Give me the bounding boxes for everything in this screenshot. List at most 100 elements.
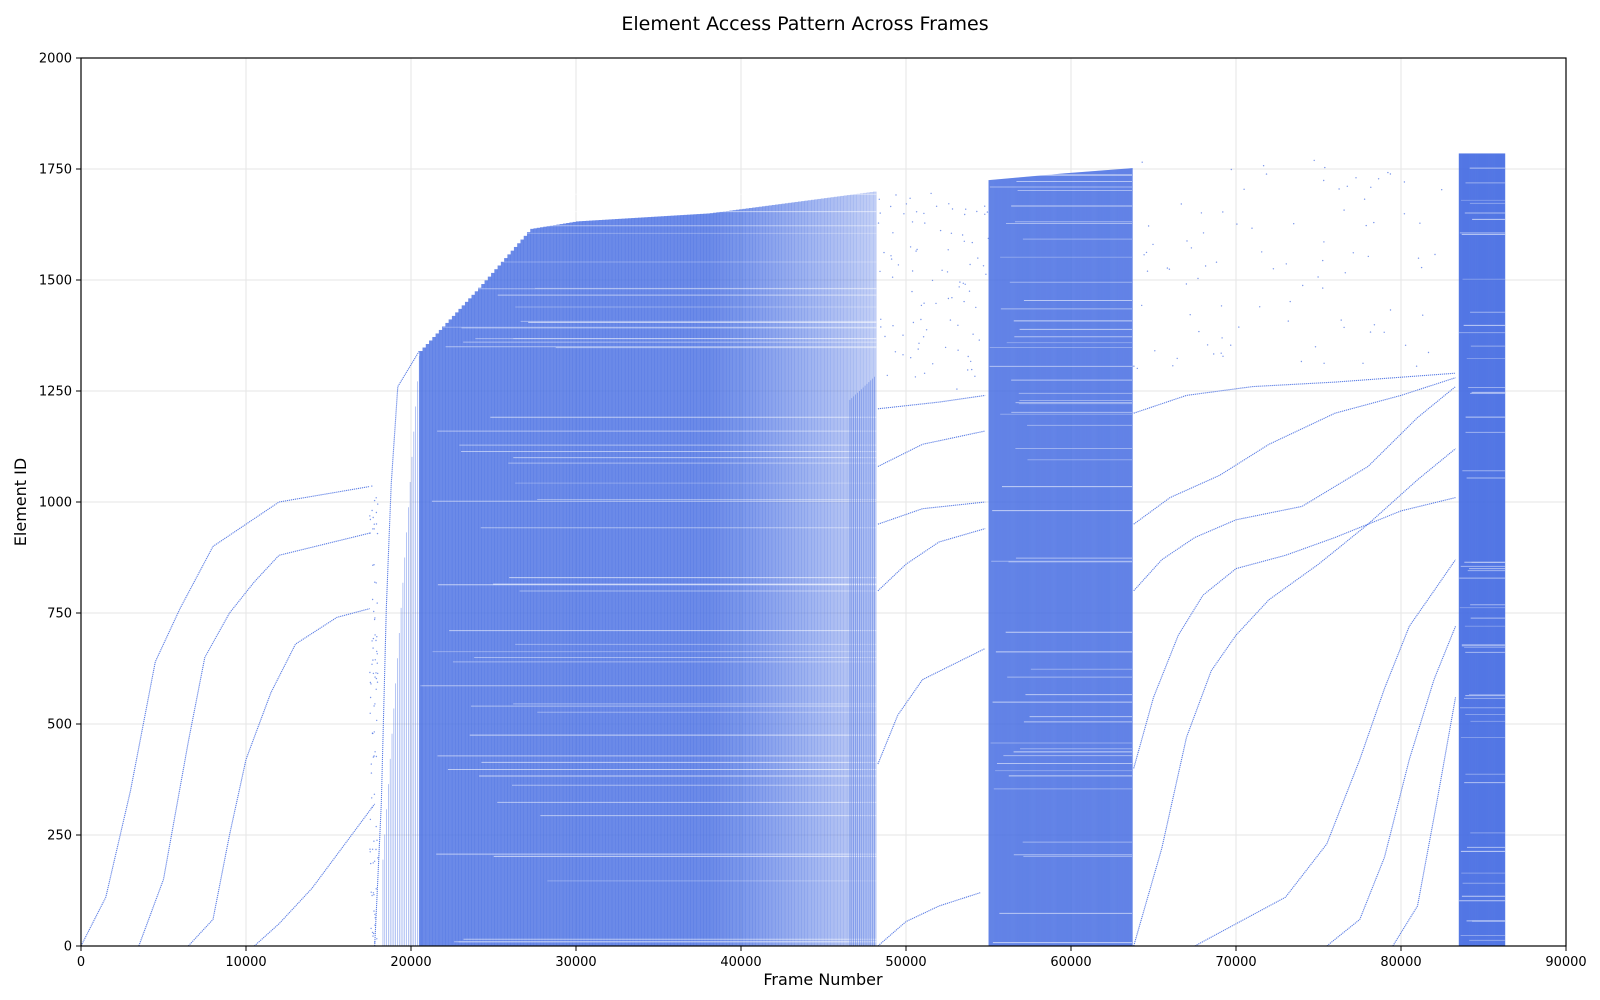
data-point [890, 258, 893, 260]
dense-column [589, 220, 593, 946]
dense-column [461, 305, 466, 946]
data-point [911, 290, 913, 293]
data-point [372, 862, 374, 864]
data-point [967, 369, 969, 371]
dense-column [814, 199, 818, 947]
data-point [1338, 188, 1340, 190]
dense-column [1483, 153, 1485, 946]
dense-column [765, 205, 769, 946]
dense-column [628, 218, 632, 946]
access-sweep-curve [253, 803, 376, 947]
dense-column [1477, 153, 1478, 946]
dense-column [1489, 153, 1490, 946]
data-point [961, 234, 964, 236]
data-point [375, 825, 377, 828]
data-point [369, 712, 371, 714]
data-point [1154, 350, 1156, 352]
dense-column [1087, 171, 1090, 946]
data-point [951, 208, 954, 210]
dense-column [1010, 178, 1012, 947]
dense-column [611, 219, 616, 947]
dense-column [1015, 177, 1017, 946]
dense-column [758, 206, 763, 946]
dense-column [706, 213, 711, 947]
data-point [1383, 331, 1385, 333]
dense-column [1470, 153, 1471, 946]
data-point [978, 339, 980, 341]
dense-column [1477, 153, 1479, 946]
dense-column [1041, 175, 1044, 946]
dense-column [1081, 171, 1084, 946]
access-sweep-curve [1133, 448, 1456, 947]
dense-column [1037, 175, 1040, 947]
data-point [1373, 324, 1376, 326]
data-point [923, 212, 925, 215]
dense-column [1458, 153, 1460, 946]
x-axis-label: Frame Number [763, 970, 883, 989]
dense-column [481, 284, 485, 946]
dense-column [540, 227, 544, 947]
data-point [982, 265, 985, 267]
dense-column [1469, 153, 1470, 946]
data-point [912, 321, 915, 324]
data-point [1317, 276, 1319, 278]
dense-column [1094, 171, 1096, 946]
dense-column [1466, 153, 1467, 946]
dense-column [1494, 153, 1495, 946]
data-point [969, 263, 971, 266]
dense-column [820, 198, 825, 946]
dense-column [1085, 171, 1088, 946]
dense-column [853, 194, 858, 946]
dense-column [1043, 175, 1046, 946]
data-point [371, 797, 373, 799]
data-point [374, 634, 376, 636]
sparse-points [369, 159, 1443, 943]
data-point [915, 250, 917, 252]
data-point [1403, 213, 1406, 215]
dense-column [732, 210, 737, 947]
dense-column [1057, 173, 1059, 946]
dense-column [1491, 153, 1492, 946]
data-point [879, 212, 881, 214]
data-point [1343, 209, 1345, 211]
data-point [971, 368, 973, 371]
data-point [1215, 261, 1218, 263]
dense-column [1469, 153, 1471, 946]
dense-column [837, 196, 841, 947]
dense-column [801, 201, 805, 946]
data-point [1369, 331, 1372, 333]
dense-column [494, 269, 498, 946]
y-tick-label: 1500 [39, 274, 72, 289]
data-point [1213, 353, 1215, 355]
dense-column [1464, 153, 1465, 946]
dense-column [1494, 153, 1496, 946]
dense-column [644, 217, 649, 946]
data-point [890, 255, 892, 257]
data-point [370, 862, 372, 865]
dense-column [1459, 153, 1460, 946]
dense-column [1061, 173, 1063, 947]
data-point [958, 286, 960, 288]
data-point [959, 281, 961, 283]
dense-column [1469, 153, 1471, 946]
dense-column [1035, 175, 1037, 946]
data-point [880, 326, 882, 328]
dense-column [517, 243, 521, 946]
data-point [1243, 188, 1245, 190]
dense-column [1478, 153, 1480, 946]
data-point [1323, 179, 1325, 182]
dense-column [1104, 170, 1106, 946]
data-point [1323, 362, 1325, 364]
data-point [1344, 272, 1347, 274]
data-point [369, 851, 371, 853]
dense-column [1487, 153, 1489, 946]
dense-column [1500, 153, 1502, 946]
dense-column [1042, 175, 1045, 946]
data-point [956, 388, 958, 390]
dense-column [507, 254, 511, 946]
dense-column [1475, 153, 1477, 946]
dense-column [781, 203, 786, 946]
dense-column [1483, 153, 1485, 946]
data-point [976, 210, 978, 213]
data-point [1322, 287, 1324, 289]
